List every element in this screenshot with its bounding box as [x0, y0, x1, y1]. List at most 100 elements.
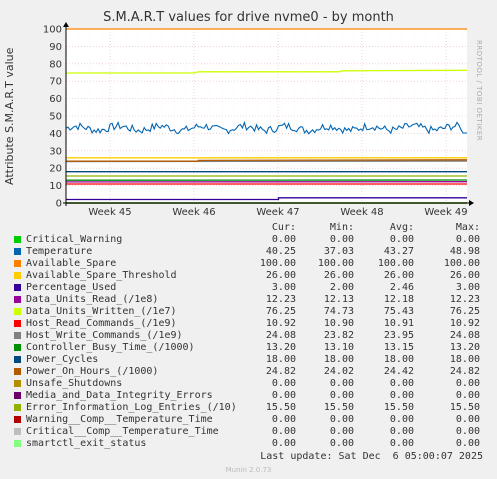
legend-row: Warning__Comp__Temperature_Time 0.00 0.00 0… [12, 414, 492, 426]
legend-series-name: Media_and_Data_Integrity_Errors [26, 390, 213, 401]
legend-swatch [14, 260, 21, 267]
legend-row: Percentage_Used 3.00 2.00 2.46 3.00 [12, 282, 492, 294]
legend-series-name: Unsafe_Shutdowns [26, 378, 123, 389]
y-tick-label: 80 [49, 59, 62, 70]
y-tick-label: 90 [49, 42, 62, 53]
series-line [66, 69, 468, 74]
legend-value-avg: 24.42 [383, 366, 414, 377]
legend-value-max: 0.00 [455, 438, 480, 449]
legend-swatch [14, 404, 21, 411]
legend-series-name: Critical__Comp__Temperature_Time [26, 426, 219, 437]
legend-value-avg: 43.27 [383, 246, 414, 257]
legend-swatch [14, 308, 21, 315]
legend-row: Temperature 40.25 37.03 43.27 48.98 [12, 246, 492, 258]
legend-value-cur: 24.82 [265, 366, 296, 377]
legend-series-name: Warning__Comp__Temperature_Time [26, 414, 213, 425]
legend-series-name: Power_Cycles [26, 354, 99, 365]
legend-value-max: 15.50 [449, 402, 480, 413]
header-max: Max: [455, 222, 480, 233]
legend-value-cur: 40.25 [265, 246, 296, 257]
x-tick-label: Week 47 [256, 207, 299, 218]
legend-value-min: 18.00 [323, 354, 354, 365]
legend-swatch [14, 392, 21, 399]
legend-value-avg: 26.00 [383, 270, 414, 281]
x-tick-label: Week 46 [172, 207, 215, 218]
legend-value-min: 24.02 [323, 366, 354, 377]
legend-value-avg: 12.18 [383, 294, 414, 305]
chart-plot: 0 10 20 30 40 50 60 70 80 90 100 Week 45 Week 46 Week… [43, 22, 474, 218]
legend-value-cur: 15.50 [265, 402, 296, 413]
legend-row: Power_Cycles 18.00 18.00 18.00 18.00 [12, 354, 492, 366]
legend-value-cur: 0.00 [271, 414, 296, 425]
legend-rows: Critical_Warning 0.00 0.00 0.00 0.00 Temperat… [12, 234, 492, 450]
legend-value-cur: 0.00 [271, 234, 296, 245]
chart-title: S.M.A.R.T values for drive nvme0 - by mo… [103, 10, 394, 25]
legend-value-min: 12.13 [323, 294, 354, 305]
legend-value-avg: 0.00 [389, 414, 414, 425]
legend-value-max: 24.82 [449, 366, 480, 377]
legend-swatch [14, 296, 21, 303]
legend-table: Cur: Min: Avg: Max: Critical_Warning 0.00… [12, 222, 492, 450]
legend-value-min: 0.00 [329, 414, 354, 425]
legend-series-name: Available_Spare [26, 258, 117, 269]
legend-value-max: 0.00 [455, 414, 480, 425]
legend-value-avg: 75.43 [383, 306, 414, 317]
legend-row: Available_Spare 100.00 100.00 100.00 100.00 [12, 258, 492, 270]
legend-value-cur: 13.20 [265, 342, 296, 353]
legend-swatch [14, 368, 21, 375]
x-tick-label: Week 49 [424, 207, 467, 218]
legend-value-cur: 26.00 [265, 270, 296, 281]
legend-value-min: 15.50 [323, 402, 354, 413]
series-line [65, 120, 467, 135]
y-tick-label: 50 [49, 112, 62, 123]
legend-row: Host_Read_Commands_(/1e9) 10.92 10.90 10.91… [12, 318, 492, 330]
legend-value-cur: 0.00 [271, 378, 296, 389]
legend-value-avg: 0.00 [389, 426, 414, 437]
legend-value-cur: 0.00 [271, 426, 296, 437]
legend-swatch [14, 344, 21, 351]
legend-value-cur: 18.00 [265, 354, 296, 365]
legend-value-cur: 24.08 [265, 330, 296, 341]
x-tick-label: Week 45 [88, 207, 131, 218]
series-line [66, 159, 468, 162]
legend-value-max: 100.00 [443, 258, 480, 269]
legend-value-max: 18.00 [449, 354, 480, 365]
x-axis-arrow-icon [469, 200, 474, 206]
legend-row: Error_Information_Log_Entries_(/10) 15.50… [12, 402, 492, 414]
legend-value-cur: 100.00 [259, 258, 296, 269]
y-tick-label: 100 [43, 25, 62, 36]
legend-value-min: 100.00 [317, 258, 354, 269]
header-cur: Cur: [271, 222, 296, 233]
legend-row: smartctl_exit_status 0.00 0.00 0.00 0.00 [12, 438, 492, 450]
legend-series-name: Host_Read_Commands_(/1e9) [26, 318, 177, 329]
legend-row: Unsafe_Shutdowns 0.00 0.00 0.00 0.00 [12, 378, 492, 390]
legend-series-name: Data_Units_Written_(/1e7) [26, 306, 177, 317]
legend-value-avg: 0.00 [389, 390, 414, 401]
header-min: Min: [329, 222, 354, 233]
legend-value-max: 76.25 [449, 306, 480, 317]
y-tick-label: 60 [49, 94, 62, 105]
legend-value-cur: 3.00 [271, 282, 296, 293]
legend-value-cur: 76.25 [265, 306, 296, 317]
legend-series-name: Available_Spare_Threshold [26, 270, 177, 281]
legend-value-min: 2.00 [329, 282, 354, 293]
legend-value-avg: 23.95 [383, 330, 414, 341]
series-line [66, 197, 467, 201]
legend-value-min: 0.00 [329, 234, 354, 245]
legend-value-min: 0.00 [329, 426, 354, 437]
legend-value-min: 26.00 [323, 270, 354, 281]
legend-row: Available_Spare_Threshold 26.00 26.00 26.00… [12, 270, 492, 282]
legend-value-max: 10.92 [449, 318, 480, 329]
y-tick-label: 10 [49, 181, 62, 192]
legend-value-max: 0.00 [455, 426, 480, 437]
legend-value-min: 13.10 [323, 342, 354, 353]
legend-value-avg: 15.50 [383, 402, 414, 413]
legend-value-min: 0.00 [329, 378, 354, 389]
legend-series-name: Percentage_Used [26, 282, 117, 293]
legend-swatch [14, 428, 21, 435]
header-avg: Avg: [389, 222, 414, 233]
legend-value-min: 23.82 [323, 330, 354, 341]
legend-series-name: Controller_Busy_Time_(/1000) [26, 342, 195, 353]
y-tick-label: 0 [56, 199, 62, 210]
legend-value-cur: 10.92 [265, 318, 296, 329]
